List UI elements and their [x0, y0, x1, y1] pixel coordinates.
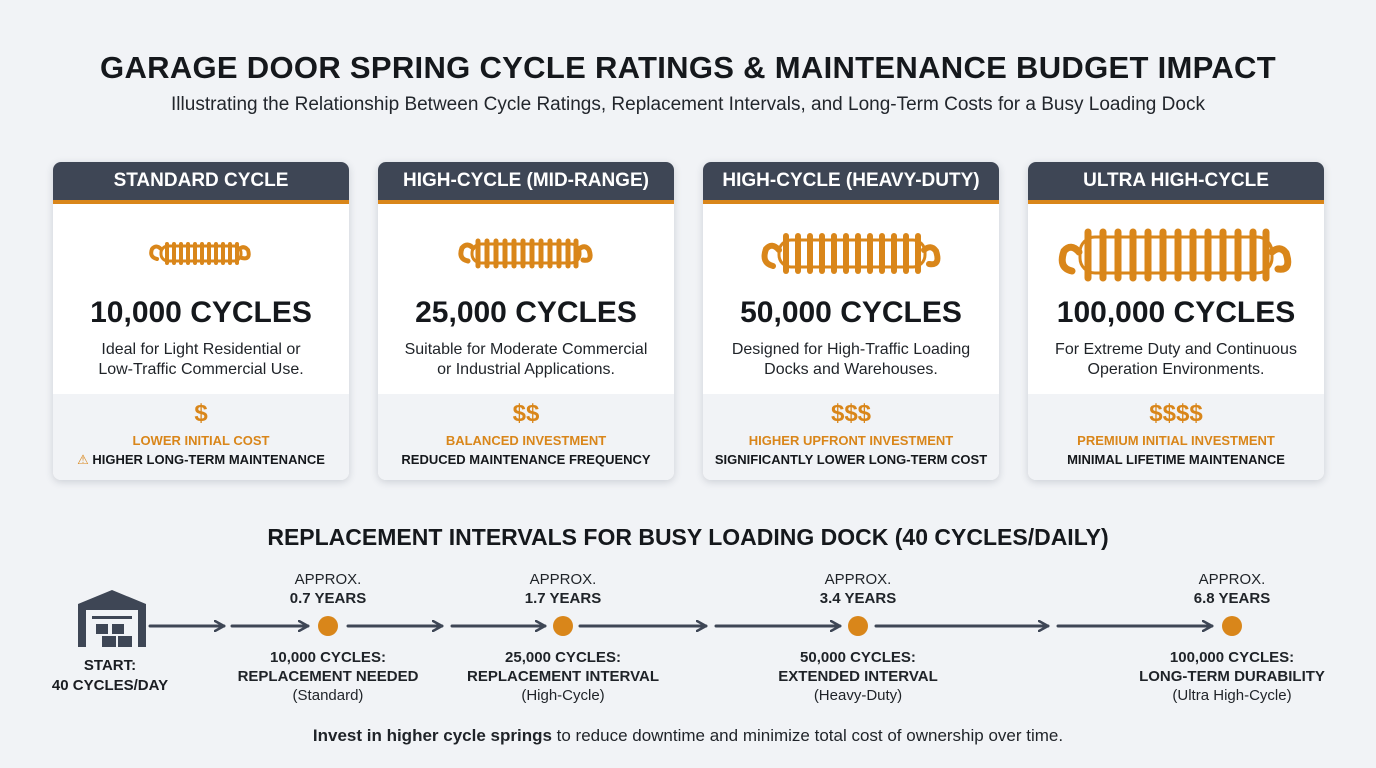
- cycle-rating: 50,000 CYCLES: [740, 296, 962, 329]
- cost-level: $$: [512, 400, 540, 427]
- milestone-label: EXTENDED INTERVAL: [778, 668, 938, 685]
- timeline-start-label: START: 40 CYCLES/DAY: [52, 656, 168, 696]
- milestone-cycles: 25,000 CYCLES:: [505, 649, 621, 666]
- maintenance-label: ⚠ HIGHER LONG-TERM MAINTENANCE: [53, 452, 349, 468]
- card-title: HIGH-CYCLE (HEAVY-DUTY): [703, 162, 999, 204]
- years-label: 0.7 YEARS: [289, 590, 367, 607]
- card-title: HIGH-CYCLE (MID-RANGE): [378, 162, 674, 204]
- milestone-label: LONG-TERM DURABILITY: [1139, 668, 1325, 685]
- card-ultra-high-cycle: ULTRA HIGH-CYCLE 100,000 CYCLES For Extr…: [1028, 162, 1324, 480]
- milestone-cycles: 100,000 CYCLES:: [1169, 649, 1295, 666]
- description-line: Designed for High-Traffic Loading: [731, 341, 971, 358]
- cost-level: $$$$: [1149, 400, 1203, 427]
- page-title: GARAGE DOOR SPRING CYCLE RATINGS & MAINT…: [100, 50, 1276, 85]
- milestone-cycles: 50,000 CYCLES:: [800, 649, 916, 666]
- footer-text: to reduce downtime and minimize total co…: [551, 726, 1064, 745]
- milestone-years: APPROX. 6.8 YEARS: [1194, 570, 1270, 608]
- cost-label: LOWER INITIAL COST: [132, 433, 270, 448]
- milestone-years: APPROX. 0.7 YEARS: [290, 570, 366, 608]
- timeline-graphic: [78, 590, 1242, 647]
- description-line: Docks and Warehouses.: [764, 361, 938, 378]
- milestone-years: APPROX. 1.7 YEARS: [525, 570, 601, 608]
- cost-label: HIGHER UPFRONT INVESTMENT: [748, 433, 954, 448]
- milestone-label: REPLACEMENT NEEDED: [237, 668, 419, 685]
- replacement-timeline: START: 40 CYCLES/DAY APPROX. 0.7 YEARS A…: [0, 560, 1376, 730]
- timeline-title: REPLACEMENT INTERVALS FOR BUSY LOADING D…: [267, 524, 1109, 550]
- description-line: Ideal for Light Residential or: [101, 341, 301, 358]
- start-line: START:: [83, 657, 137, 674]
- approx-label: APPROX.: [294, 571, 362, 588]
- description-line: For Extreme Duty and Continuous: [1055, 341, 1297, 358]
- milestone-detail: 50,000 CYCLES: EXTENDED INTERVAL (Heavy-…: [778, 648, 937, 705]
- milestone-label: REPLACEMENT INTERVAL: [467, 668, 659, 685]
- milestone-type: (High-Cycle): [521, 687, 605, 704]
- card-cost-panel: $$$ HIGHER UPFRONT INVESTMENT SIGNIFICAN…: [703, 394, 999, 480]
- milestone-type: (Heavy-Duty): [813, 687, 903, 704]
- milestone-dot: [318, 616, 338, 636]
- milestone-dot: [848, 616, 868, 636]
- milestone-dot: [553, 616, 573, 636]
- milestone-type: (Standard): [292, 687, 364, 704]
- card-cost-panel: $$$$ PREMIUM INITIAL INVESTMENT MINIMAL …: [1028, 394, 1324, 480]
- milestone-detail: 10,000 CYCLES: REPLACEMENT NEEDED (Stand…: [238, 648, 419, 705]
- page-subtitle: Illustrating the Relationship Between Cy…: [171, 94, 1205, 115]
- maintenance-text: HIGHER LONG-TERM MAINTENANCE: [92, 452, 325, 467]
- milestone-years: APPROX. 3.4 YEARS: [820, 570, 896, 608]
- warehouse-icon: [78, 590, 146, 647]
- footer-emphasis: Invest in higher cycle springs: [312, 726, 552, 745]
- milestone-type: (Ultra High-Cycle): [1172, 687, 1292, 704]
- maintenance-label: MINIMAL LIFETIME MAINTENANCE: [1067, 452, 1285, 467]
- description-line: Low-Traffic Commercial Use.: [98, 361, 304, 378]
- maintenance-label: SIGNIFICANTLY LOWER LONG-TERM COST: [714, 452, 988, 467]
- milestone-detail: 100,000 CYCLES: LONG-TERM DURABILITY (Ul…: [1139, 648, 1325, 705]
- card-title: STANDARD CYCLE: [53, 162, 349, 204]
- card-cost-panel: $ LOWER INITIAL COST ⚠ HIGHER LONG-TERM …: [53, 394, 349, 480]
- years-label: 3.4 YEARS: [819, 590, 897, 607]
- cost-level: $: [194, 400, 208, 427]
- card-standard-cycle: STANDARD CYCLE 10,000 CYCLES Ideal for L…: [53, 162, 349, 480]
- cycle-rating: 25,000 CYCLES: [415, 296, 637, 329]
- cycle-rating: 10,000 CYCLES: [90, 296, 312, 329]
- card-description: For Extreme Duty and Continuous Operatio…: [1048, 340, 1304, 380]
- spring-icon: [1058, 228, 1292, 282]
- warning-icon: ⚠: [77, 452, 89, 467]
- maintenance-label: REDUCED MAINTENANCE FREQUENCY: [401, 452, 651, 467]
- approx-label: APPROX.: [1198, 571, 1266, 588]
- spring-icon: [149, 242, 251, 265]
- cycle-rating: 100,000 CYCLES: [1056, 296, 1296, 329]
- milestone-dot: [1222, 616, 1242, 636]
- cost-label: PREMIUM INITIAL INVESTMENT: [1077, 433, 1275, 448]
- start-line: 40 CYCLES/DAY: [51, 677, 169, 694]
- approx-label: APPROX.: [824, 571, 892, 588]
- milestone-detail: 25,000 CYCLES: REPLACEMENT INTERVAL (Hig…: [467, 648, 659, 705]
- card-title: ULTRA HIGH-CYCLE: [1028, 162, 1324, 204]
- cost-label: BALANCED INVESTMENT: [445, 433, 607, 448]
- card-description: Suitable for Moderate Commercial or Indu…: [398, 340, 654, 380]
- card-cost-panel: $$ BALANCED INVESTMENT REDUCED MAINTENAN…: [378, 394, 674, 480]
- approx-label: APPROX.: [529, 571, 597, 588]
- card-description: Ideal for Light Residential or Low-Traff…: [73, 340, 329, 380]
- years-label: 1.7 YEARS: [524, 590, 602, 607]
- description-line: Suitable for Moderate Commercial: [404, 341, 648, 358]
- spring-icon: [761, 233, 941, 274]
- footer-note: Invest in higher cycle springs to reduce…: [0, 726, 1376, 746]
- spring-icon: [458, 238, 593, 269]
- years-label: 6.8 YEARS: [1193, 590, 1271, 607]
- description-line: Operation Environments.: [1087, 361, 1265, 378]
- card-high-cycle-heavy-duty: HIGH-CYCLE (HEAVY-DUTY) 50,000 CYCLES De…: [703, 162, 999, 480]
- card-high-cycle-mid-range: HIGH-CYCLE (MID-RANGE) 25,000 CYCLES Sui…: [378, 162, 674, 480]
- card-description: Designed for High-Traffic Loading Docks …: [723, 340, 979, 380]
- milestone-cycles: 10,000 CYCLES:: [270, 649, 386, 666]
- cost-level: $$$: [830, 400, 872, 427]
- description-line: or Industrial Applications.: [437, 361, 615, 378]
